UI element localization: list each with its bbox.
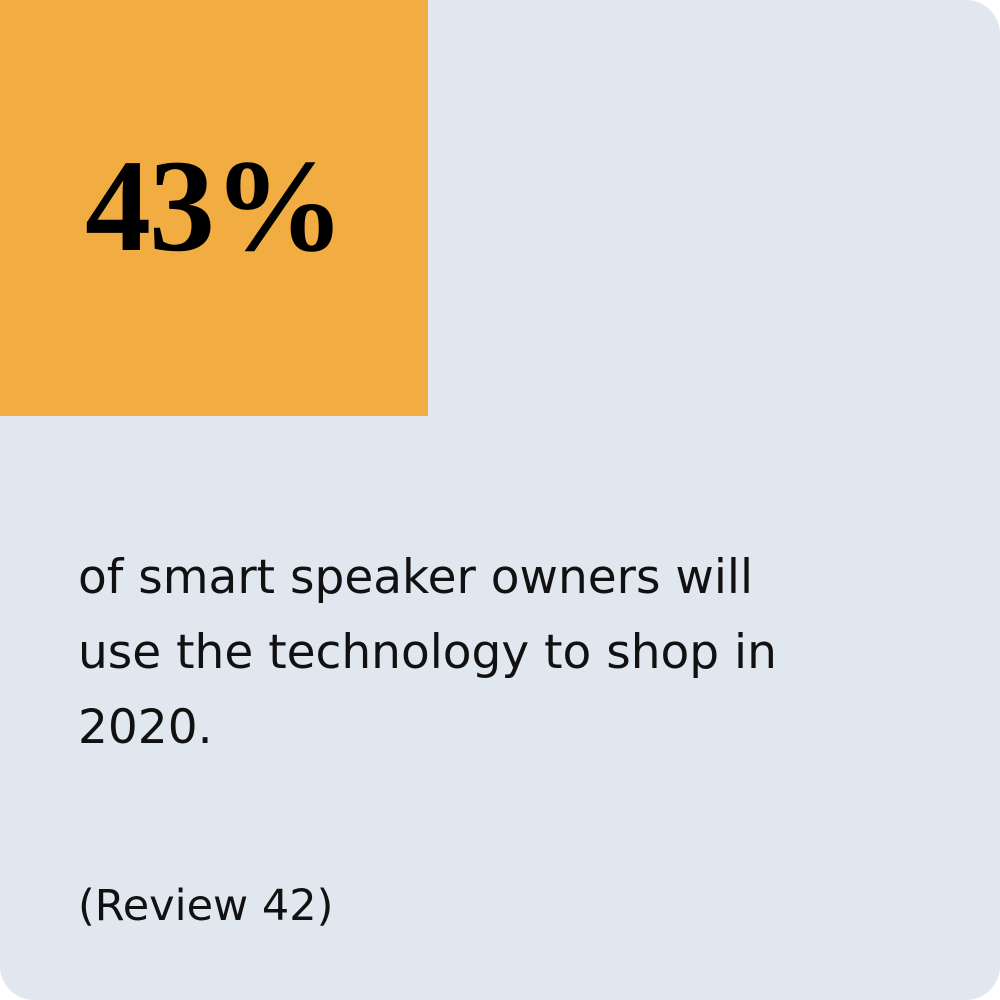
description-line: of smart speaker owners will	[78, 550, 754, 605]
description-line: 2020.	[78, 700, 213, 755]
description-line: use the technology to shop in	[78, 625, 777, 680]
highlight-box	[0, 0, 428, 416]
stat-source: (Review 42)	[78, 881, 334, 931]
stat-description: of smart speaker owners will use the tec…	[78, 540, 777, 765]
stat-value: 43%	[85, 131, 345, 279]
